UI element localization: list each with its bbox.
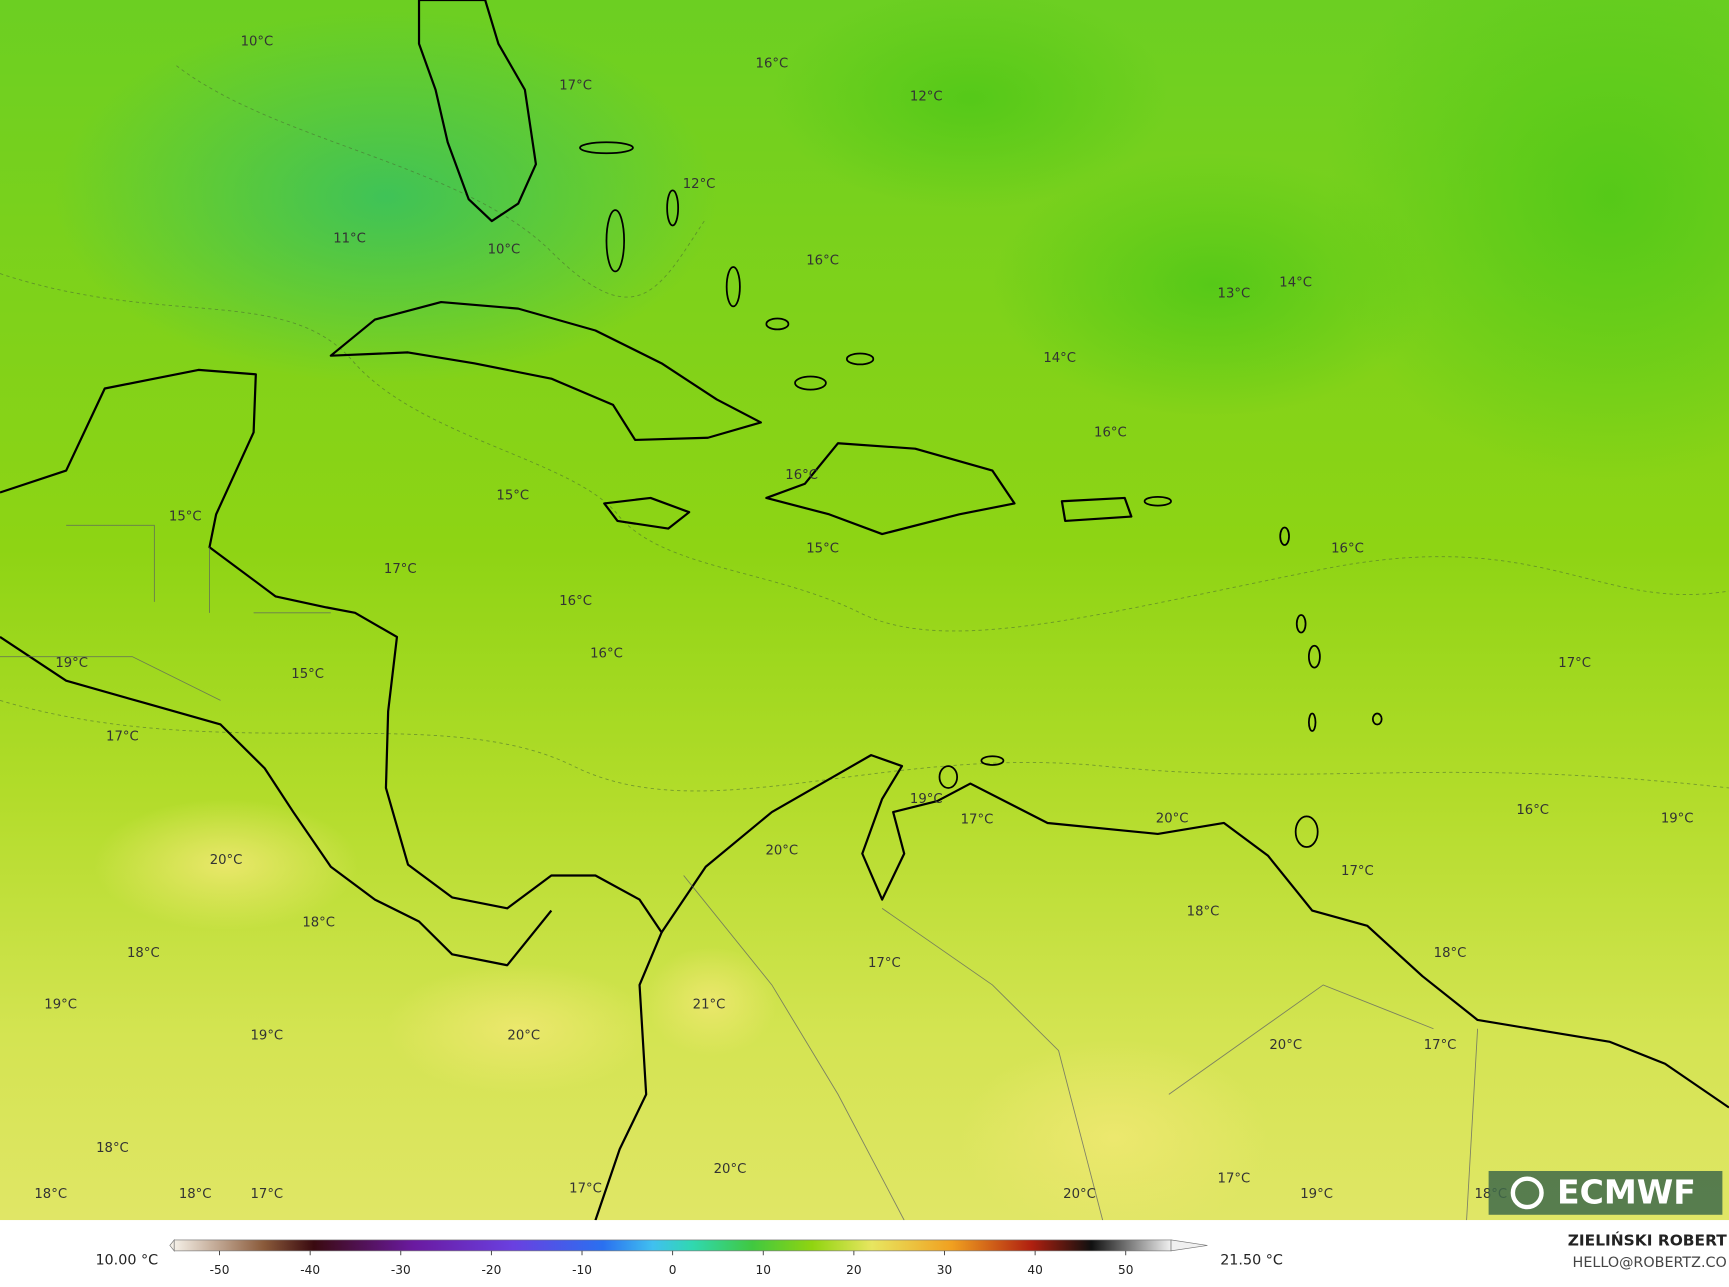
- footer: [0, 1220, 1729, 1287]
- temperature-label: 16°C: [806, 253, 839, 268]
- temperature-label: 17°C: [559, 78, 592, 93]
- colorbar-tick-label: 20: [846, 1263, 861, 1277]
- temperature-label: 17°C: [1424, 1038, 1457, 1053]
- temperature-label: 15°C: [291, 667, 324, 682]
- temperature-label: 20°C: [210, 853, 243, 868]
- warm-zone: [645, 946, 778, 1057]
- temperature-label: 18°C: [1434, 946, 1467, 961]
- colorbar-tick-label: -10: [572, 1263, 592, 1277]
- temperature-label: 17°C: [868, 956, 901, 971]
- cool-zone: [1323, 0, 1729, 482]
- colorbar-tick-label: -20: [481, 1263, 501, 1277]
- cool-zone: [992, 153, 1434, 416]
- temperature-label: 21°C: [693, 998, 726, 1013]
- temperature-label: 17°C: [251, 1187, 284, 1202]
- temperature-label: 20°C: [1063, 1187, 1096, 1202]
- cool-zone: [771, 0, 1169, 208]
- puerto-rico: [1060, 496, 1133, 523]
- warm-zone: [959, 1039, 1269, 1221]
- temperature-label: 10°C: [241, 35, 274, 50]
- temperature-label: 19°C: [44, 998, 77, 1013]
- temperature-label: 19°C: [251, 1028, 284, 1043]
- temperature-labels: 10°C 17°C 16°C 12°C 12°C 11°C 10°C 16°C 13°C 14°C…: [34, 35, 1693, 1202]
- temperature-label: 16°C: [590, 646, 623, 661]
- temperature-label: 15°C: [496, 489, 529, 504]
- temperature-label: 13°C: [1218, 286, 1251, 301]
- temperature-label: 17°C: [1218, 1172, 1251, 1187]
- temperature-label: 14°C: [1279, 275, 1312, 290]
- temperature-label: 17°C: [384, 562, 417, 577]
- contact: HELLO@ROBERTZ.CO: [1573, 1255, 1727, 1271]
- warm-zone: [385, 963, 651, 1095]
- temperature-label: 17°C: [1558, 656, 1591, 671]
- author: ZIELIŃSKI ROBERT: [1568, 1231, 1728, 1250]
- temperature-label: 18°C: [127, 946, 160, 961]
- temperature-label: 16°C: [559, 594, 592, 609]
- temperature-label: 18°C: [179, 1187, 212, 1202]
- temperature-label: 20°C: [714, 1162, 747, 1177]
- temperature-label: 17°C: [569, 1182, 602, 1197]
- logo-text: ECMWF: [1557, 1173, 1696, 1212]
- islands: [579, 141, 1383, 848]
- pacific-coast: [0, 636, 553, 967]
- map: 10°C 17°C 16°C 12°C 12°C 11°C 10°C 16°C 13°C 14°C…: [0, 0, 1729, 1221]
- borders: [0, 524, 1479, 1221]
- cuba: [329, 300, 762, 442]
- colorbar-tick-label: 0: [669, 1263, 677, 1277]
- min-label: 10.00 °C: [95, 1253, 158, 1269]
- colorbar-tick-label: -50: [210, 1263, 230, 1277]
- max-label: 21.50 °C: [1220, 1253, 1283, 1269]
- temperature-label: 17°C: [106, 730, 139, 745]
- temperature-label: 17°C: [961, 813, 994, 828]
- colorbar-tick-label: 30: [937, 1263, 952, 1277]
- temperature-label: 16°C: [1516, 803, 1549, 818]
- jamaica: [603, 496, 691, 530]
- temperature-label: 12°C: [683, 177, 716, 192]
- temperature-label: 18°C: [302, 916, 335, 931]
- temperature-label: 15°C: [806, 541, 839, 556]
- temperature-label: 18°C: [1187, 905, 1220, 920]
- temperature-label: 16°C: [785, 468, 818, 483]
- colorbar-bar: [173, 1239, 1172, 1252]
- hispaniola: [765, 442, 1016, 536]
- temperature-label: 20°C: [507, 1028, 540, 1043]
- temperature-label: 16°C: [1094, 425, 1127, 440]
- temperature-label: 12°C: [910, 89, 943, 104]
- warm-zone: [93, 798, 359, 931]
- temperature-label: 10°C: [488, 243, 521, 258]
- colorbar-tick-label: 40: [1027, 1263, 1042, 1277]
- florida: [417, 0, 538, 223]
- colorbar-tick-label: -30: [391, 1263, 411, 1277]
- temperature-label: 19°C: [910, 792, 943, 807]
- temperature-label: 14°C: [1043, 351, 1076, 366]
- colorbar-end: [1170, 1239, 1208, 1252]
- cool-zone: [55, 10, 717, 384]
- colorbar-tick-label: 10: [756, 1263, 771, 1277]
- temperature-label: 17°C: [1341, 864, 1374, 879]
- temperature-label: 19°C: [55, 656, 88, 671]
- temperature-label: 18°C: [96, 1141, 129, 1156]
- colorbar-tick-label: 50: [1118, 1263, 1133, 1277]
- temperature-label: 19°C: [1300, 1187, 1333, 1202]
- temperature-label: 16°C: [1331, 541, 1364, 556]
- temperature-label: 15°C: [169, 510, 202, 525]
- contour: [0, 699, 1729, 792]
- temperature-label: 19°C: [1661, 812, 1694, 827]
- temperature-label: 20°C: [765, 843, 798, 858]
- temperature-label: 20°C: [1269, 1038, 1302, 1053]
- colorbar: 10.00 °C 21.50 °C -50 -40 -30 -20 -10 0 10 20 30…: [95, 1239, 1283, 1277]
- ecmwf-logo: ECMWF: [1488, 1170, 1723, 1215]
- temperature-label: 20°C: [1156, 812, 1189, 827]
- temperature-label: 16°C: [756, 57, 789, 72]
- temperature-label: 18°C: [34, 1187, 67, 1202]
- colorbar-tick-label: -40: [300, 1263, 320, 1277]
- temperature-label: 11°C: [333, 232, 366, 247]
- south-america-coast: [660, 754, 1729, 1109]
